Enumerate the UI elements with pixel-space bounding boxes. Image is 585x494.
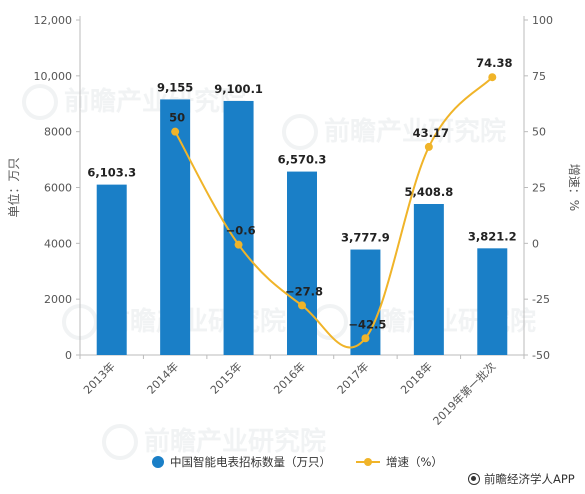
chart-legend: 中国智能电表招标数量（万只） 增速（%） [152, 455, 443, 469]
bar [160, 99, 191, 356]
legend-bar-label: 中国智能电表招标数量（万只） [170, 455, 331, 469]
right-axis-tick-label: 50 [532, 126, 546, 139]
right-axis-tick-label: 25 [532, 182, 546, 195]
watermark-logo [102, 424, 138, 460]
growth-line [174, 76, 494, 349]
data-labels: 6,103.3 9,155 9,100.1 6,570.3 3,777.9 5,408.8… [87, 56, 516, 331]
left-axis-tick-label: 4000 [44, 237, 72, 250]
x-axis-tick-label: 2015年 [207, 359, 244, 396]
line-point [298, 301, 306, 310]
x-axis-tick-label: 2018年 [398, 359, 435, 396]
bar [477, 248, 508, 355]
line-value-label: 43.17 [413, 126, 449, 140]
x-axis-tick-label: 2019年第一批次 [430, 359, 499, 428]
left-axis-tick-label: 0 [65, 349, 72, 362]
left-axis-tick-label: 12,000 [34, 14, 73, 27]
right-axis-tick-label: 75 [532, 70, 546, 83]
left-axis-tick-label: 2000 [44, 293, 72, 306]
bar [287, 171, 317, 355]
bar-value-label: 3,777.9 [341, 231, 390, 245]
left-axis-tick-label: 6000 [44, 182, 72, 195]
right-axis-tick-label: 0 [532, 237, 539, 250]
x-axis-tick-label: 2017年 [334, 359, 371, 396]
line-point [361, 334, 370, 343]
right-axis-title: 增速：% [567, 164, 581, 211]
bar-value-label: 6,103.3 [87, 166, 136, 180]
line-series [171, 73, 497, 349]
line-value-label: −0.6 [226, 224, 256, 238]
line-value-label: 74.38 [476, 56, 512, 70]
bar-value-label: 5,408.8 [404, 185, 453, 199]
watermark-logo [282, 114, 318, 150]
watermark-text: 前瞻产业研究院 [104, 306, 286, 337]
line-point [488, 73, 497, 82]
watermark-text: 前瞻产业研究院 [144, 426, 326, 457]
legend-bar-marker [152, 456, 164, 468]
source-text: 前瞻经济学人APP [484, 472, 575, 486]
line-value-label: −42.5 [348, 317, 386, 331]
line-point [171, 127, 180, 136]
x-axis-tick-label: 2014年 [144, 359, 181, 396]
line-value-label: −27.8 [285, 284, 323, 298]
right-axis-tick-label: 100 [532, 14, 553, 27]
left-axis-tick-label: 8000 [44, 126, 72, 139]
bar-value-label: 9,100.1 [214, 82, 263, 96]
bar-value-label: 3,821.2 [468, 229, 517, 243]
source-credit: 前瞻经济学人APP [468, 471, 575, 487]
line-point [424, 142, 433, 151]
left-axis-title: 单位：万只 [6, 157, 21, 217]
bar [96, 184, 127, 355]
legend-line-dot [364, 458, 372, 466]
watermark-text: 前瞻产业研究院 [324, 116, 506, 147]
x-axis-tick-label: 2013年 [80, 359, 117, 396]
left-axis-tick-label: 10,000 [34, 70, 73, 83]
x-axis-tick-label: 2016年 [271, 359, 308, 396]
bar-value-label: 6,570.3 [278, 153, 327, 167]
watermark-text: 前瞻产业研究院 [64, 86, 246, 117]
legend-line-label: 增速（%） [386, 455, 443, 469]
source-logo-icon [468, 473, 480, 485]
watermark-logo [22, 84, 58, 120]
right-axis-tick-label: -25 [532, 293, 550, 306]
line-point [234, 240, 243, 249]
right-axis-tick-label: -50 [532, 349, 550, 362]
line-value-label: 50 [169, 111, 185, 125]
bar-value-label: 9,155 [157, 80, 193, 94]
bar [413, 204, 444, 355]
